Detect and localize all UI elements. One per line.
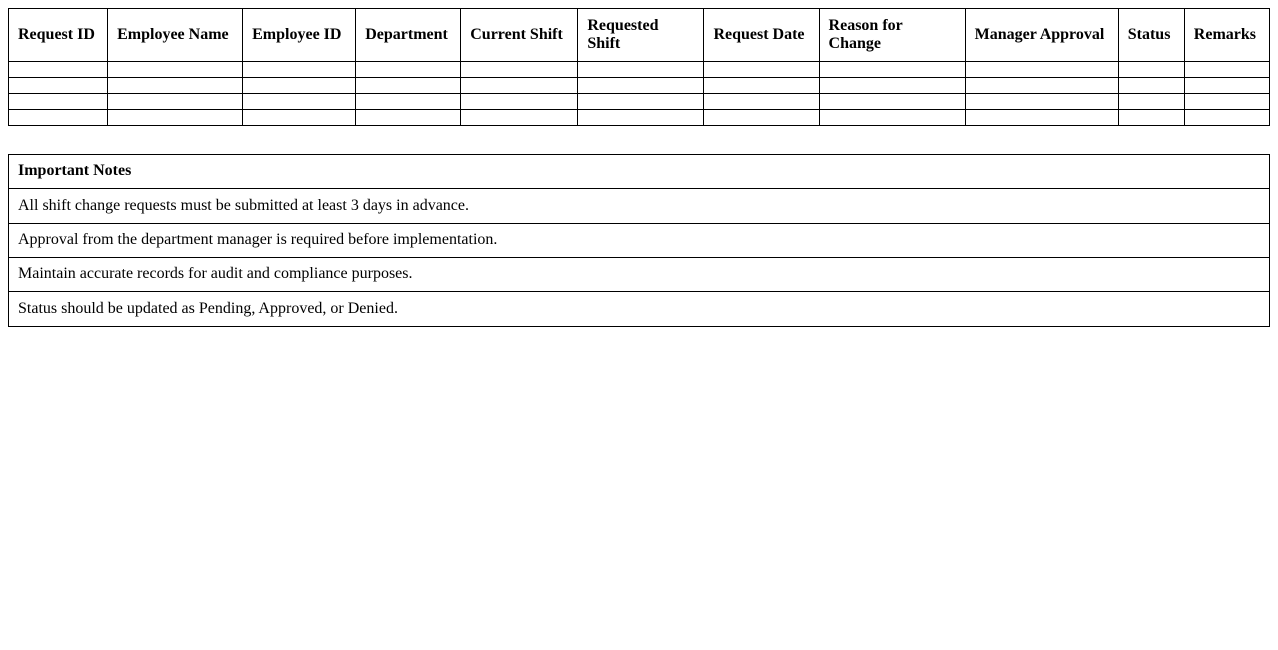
empty-cell [1183, 108, 1271, 126]
empty-cell [107, 108, 244, 126]
empty-cell [7, 92, 109, 110]
empty-cell [703, 92, 820, 110]
empty-cell [242, 92, 357, 110]
empty-cell [818, 76, 966, 94]
empty-request-row [7, 60, 1271, 78]
col-header-requested-shift: Requested Shift [577, 8, 705, 62]
col-header-current-shift: Current Shift [460, 8, 579, 62]
col-header-department: Department [355, 8, 462, 62]
notes-title: Important Notes [8, 153, 1270, 190]
empty-cell [1117, 60, 1185, 78]
empty-cell [355, 76, 462, 94]
empty-cell [460, 76, 579, 94]
empty-cell [1183, 92, 1271, 110]
empty-cell [1183, 76, 1271, 94]
notes-title-row: Important Notes [8, 153, 1270, 190]
empty-cell [818, 60, 966, 78]
empty-cell [577, 60, 705, 78]
empty-cell [1117, 92, 1185, 110]
empty-cell [703, 76, 820, 94]
col-header-employee-name: Employee Name [107, 8, 244, 62]
col-header-request-date: Request Date [703, 8, 820, 62]
empty-cell [703, 108, 820, 126]
empty-cell [7, 76, 109, 94]
empty-cell [242, 76, 357, 94]
empty-cell [577, 108, 705, 126]
shift-change-request-table: Request ID Employee Name Employee ID Dep… [7, 8, 1271, 126]
empty-cell [964, 92, 1119, 110]
empty-cell [242, 60, 357, 78]
note-row: Approval from the department manager is … [8, 222, 1270, 258]
empty-cell [1117, 76, 1185, 94]
empty-cell [7, 60, 109, 78]
empty-request-row [7, 92, 1271, 110]
note-row: All shift change requests must be submit… [8, 188, 1270, 224]
empty-request-row [7, 108, 1271, 126]
empty-cell [7, 108, 109, 126]
empty-cell [1183, 60, 1271, 78]
empty-cell [460, 60, 579, 78]
note-row: Maintain accurate records for audit and … [8, 256, 1270, 293]
empty-cell [703, 60, 820, 78]
note-text: All shift change requests must be submit… [8, 188, 1270, 224]
empty-cell [964, 108, 1119, 126]
empty-cell [242, 108, 357, 126]
empty-cell [818, 108, 966, 126]
note-text: Status should be updated as Pending, App… [8, 291, 1270, 327]
empty-cell [355, 60, 462, 78]
empty-cell [355, 108, 462, 126]
empty-cell [1117, 108, 1185, 126]
note-text: Maintain accurate records for audit and … [8, 256, 1270, 293]
empty-cell [577, 76, 705, 94]
important-notes-table: Important Notes All shift change request… [8, 153, 1270, 327]
col-header-request-id: Request ID [7, 8, 109, 62]
col-header-status: Status [1117, 8, 1185, 62]
empty-request-row [7, 76, 1271, 94]
empty-cell [460, 108, 579, 126]
col-header-employee-id: Employee ID [242, 8, 357, 62]
empty-cell [107, 60, 244, 78]
request-table-header-row: Request ID Employee Name Employee ID Dep… [7, 8, 1271, 62]
request-table-body [7, 60, 1271, 126]
empty-cell [460, 92, 579, 110]
col-header-manager-approval: Manager Approval [964, 8, 1119, 62]
empty-cell [355, 92, 462, 110]
note-text: Approval from the department manager is … [8, 222, 1270, 258]
col-header-reason-for-change: Reason for Change [818, 8, 966, 62]
empty-cell [107, 76, 244, 94]
page: { "page": { "background_color": "#ffffff… [7, 8, 1271, 327]
note-row: Status should be updated as Pending, App… [8, 291, 1270, 327]
empty-cell [818, 92, 966, 110]
col-header-remarks: Remarks [1183, 8, 1271, 62]
empty-cell [577, 92, 705, 110]
empty-cell [107, 92, 244, 110]
empty-cell [964, 76, 1119, 94]
empty-cell [964, 60, 1119, 78]
